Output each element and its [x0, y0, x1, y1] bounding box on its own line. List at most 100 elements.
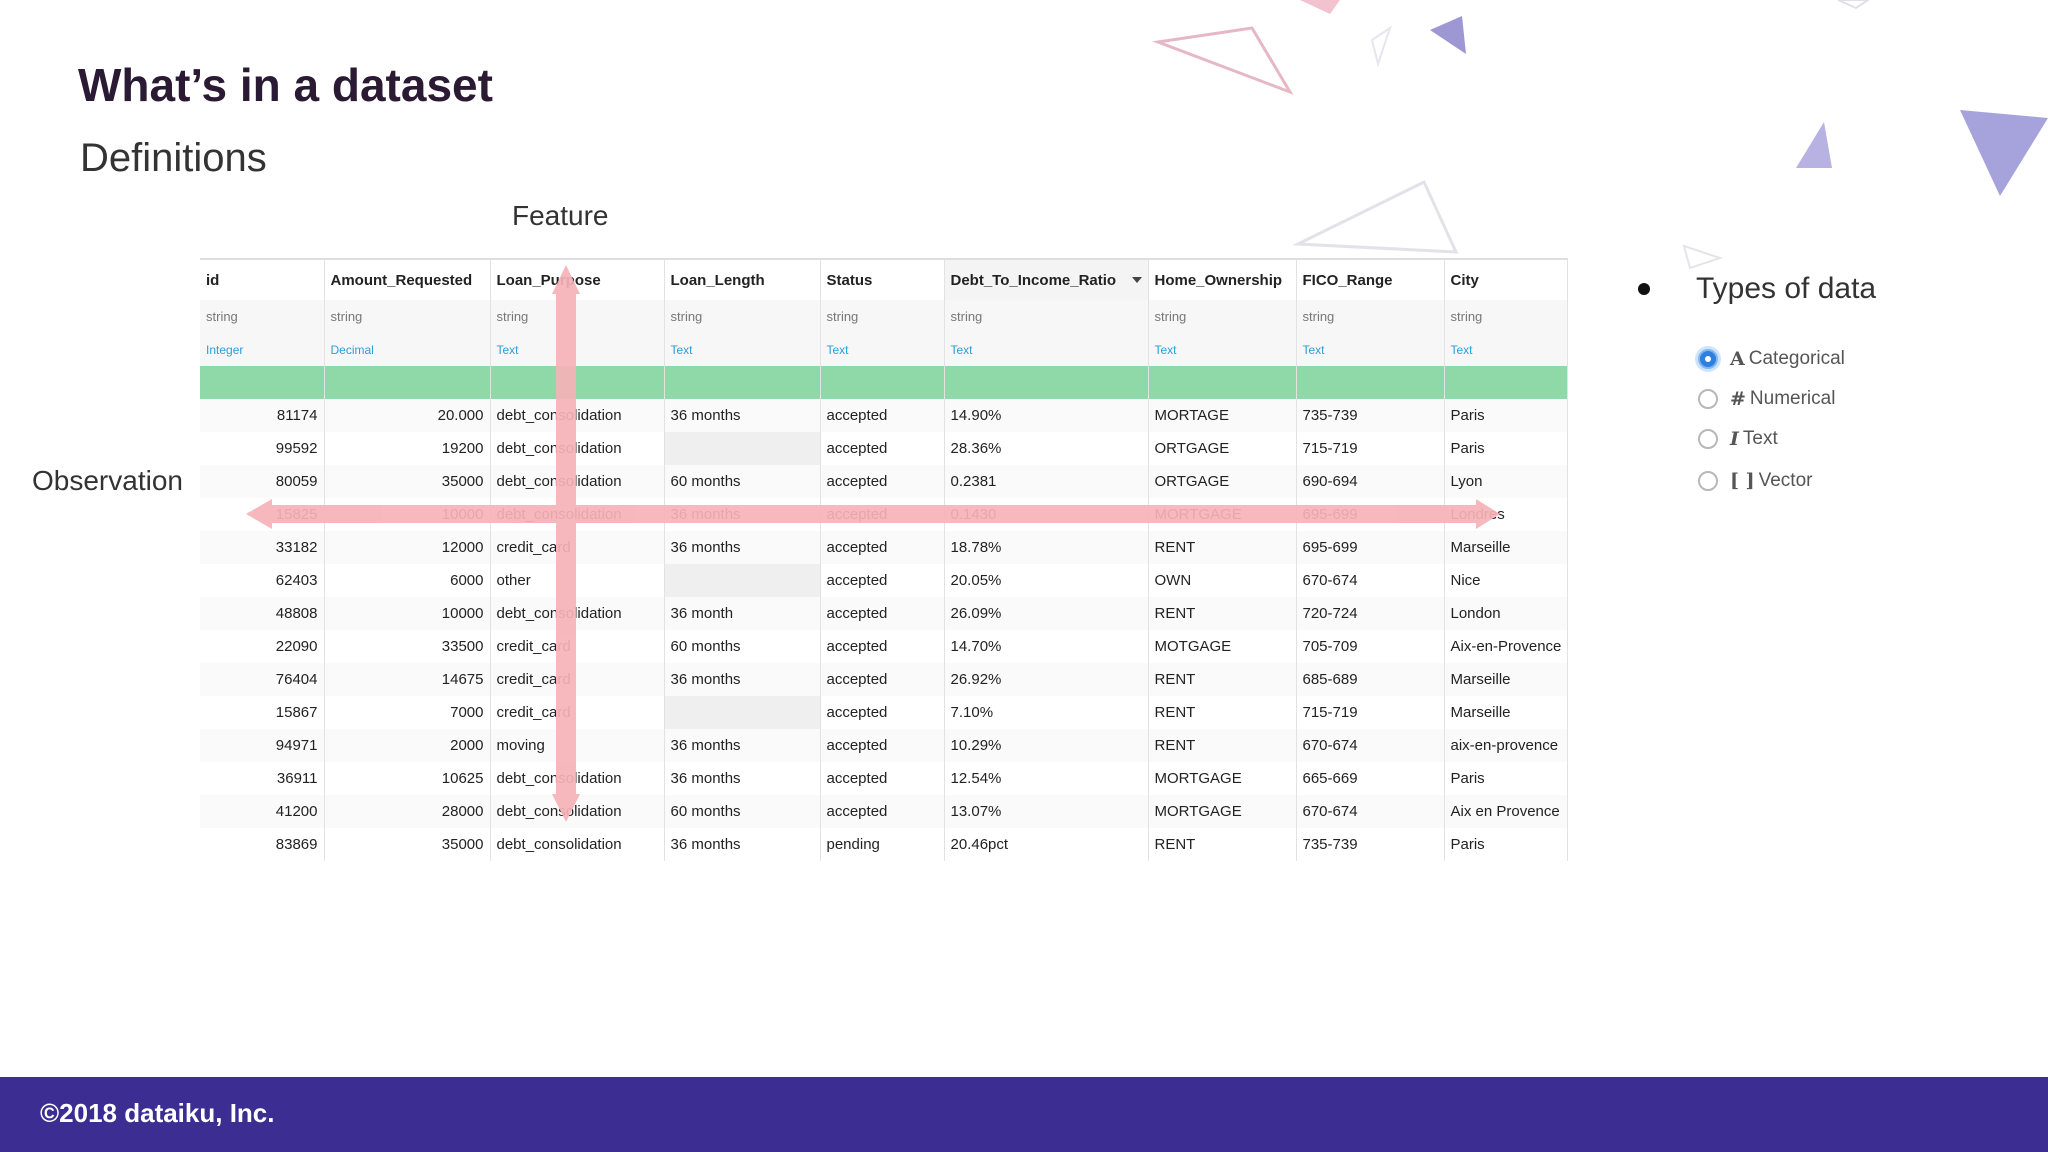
table-row[interactable]: 94971 2000 moving 36 months accepted 10.29% RE…	[200, 729, 1568, 762]
meaning-type[interactable]: Text	[664, 333, 821, 366]
types-heading: Types of data	[1696, 272, 1877, 305]
bullet-icon	[1638, 283, 1650, 295]
radio-selected-icon[interactable]	[1698, 349, 1718, 369]
table-row[interactable]: 81174 20.000 debt_consolidation 36 months ac…	[200, 399, 1568, 432]
table-cell: 36 months	[664, 498, 821, 531]
table-cell: 33182	[200, 531, 325, 564]
radio-icon[interactable]	[1698, 471, 1718, 491]
table-cell: 2000	[324, 729, 491, 762]
table-cell: RENT	[1148, 597, 1297, 630]
table-row[interactable]: 15825 10000 debt_consolidation 36 months acc…	[200, 498, 1568, 531]
table-cell: 20.05%	[944, 564, 1149, 597]
table-cell	[664, 696, 821, 729]
table-cell: MORTGAGE	[1148, 498, 1297, 531]
table-cell: other	[490, 564, 665, 597]
table-row[interactable]: 99592 19200 debt_consolidation accepted 28.3…	[200, 432, 1568, 465]
meaning-type[interactable]: Text	[1148, 333, 1297, 366]
table-row[interactable]: 41200 28000 debt_consolidation 60 months acc…	[200, 795, 1568, 828]
storage-type: string	[1296, 300, 1445, 333]
table-cell: debt_consolidation	[490, 465, 665, 498]
storage-type: string	[490, 300, 665, 333]
storage-type: string	[944, 300, 1149, 333]
table-cell: 7000	[324, 696, 491, 729]
table-cell: 13.07%	[944, 795, 1149, 828]
storage-type: string	[324, 300, 491, 333]
type-option-categorical[interactable]: A Categorical	[1698, 348, 1845, 370]
dataset-table: id Amount_Requested Loan_Purpose Loan_Le…	[200, 258, 1568, 861]
slide-subtitle: Definitions	[80, 136, 267, 180]
table-cell: 695-699	[1296, 498, 1445, 531]
table-cell: 26.92%	[944, 663, 1149, 696]
storage-type: string	[820, 300, 945, 333]
table-cell: accepted	[820, 696, 945, 729]
table-row[interactable]: 48808 10000 debt_consolidation 36 month acce…	[200, 597, 1568, 630]
table-row[interactable]: 76404 14675 credit_card 36 months accepted 26…	[200, 663, 1568, 696]
column-header[interactable]: Status	[820, 258, 945, 300]
column-header[interactable]: Loan_Purpose	[490, 258, 665, 300]
column-header[interactable]: Loan_Length	[664, 258, 821, 300]
meaning-type[interactable]: Text	[944, 333, 1149, 366]
column-header[interactable]: Debt_To_Income_Ratio	[944, 258, 1149, 300]
table-cell: 99592	[200, 432, 325, 465]
column-header[interactable]: FICO_Range	[1296, 258, 1445, 300]
chevron-down-icon[interactable]	[1131, 277, 1142, 283]
table-cell: 18.78%	[944, 531, 1149, 564]
table-row[interactable]: 36911 10625 debt_consolidation 36 months acc…	[200, 762, 1568, 795]
column-header[interactable]: City	[1444, 258, 1568, 300]
table-cell: credit_card	[490, 630, 665, 663]
table-cell: credit_card	[490, 531, 665, 564]
column-header[interactable]: Home_Ownership	[1148, 258, 1297, 300]
column-header[interactable]: Amount_Requested	[324, 258, 491, 300]
table-cell: 76404	[200, 663, 325, 696]
italic-i-icon: I	[1730, 428, 1739, 450]
table-cell: 10000	[324, 498, 491, 531]
table-cell: RENT	[1148, 696, 1297, 729]
table-cell: 28000	[324, 795, 491, 828]
footer-bar: ©2018 dataiku, Inc.	[0, 1077, 2048, 1152]
table-cell: 36 months	[664, 828, 821, 861]
meaning-type[interactable]: Text	[1296, 333, 1445, 366]
table-row[interactable]: 22090 33500 credit_card 60 months accepted 14…	[200, 630, 1568, 663]
table-cell: accepted	[820, 762, 945, 795]
table-cell: 36 months	[664, 663, 821, 696]
table-row[interactable]: 80059 35000 debt_consolidation 60 months acc…	[200, 465, 1568, 498]
table-cell: Aix-en-Provence	[1444, 630, 1568, 663]
type-option-vector[interactable]: [ ] Vector	[1698, 470, 1812, 492]
storage-type: string	[1444, 300, 1568, 333]
meaning-type[interactable]: Text	[490, 333, 665, 366]
table-cell: 80059	[200, 465, 325, 498]
table-row[interactable]: 15867 7000 credit_card accepted 7.10% RENT 715…	[200, 696, 1568, 729]
table-cell: 60 months	[664, 795, 821, 828]
table-cell: aix-en-provence	[1444, 729, 1568, 762]
type-option-text[interactable]: I Text	[1698, 428, 1778, 450]
table-cell: 690-694	[1296, 465, 1445, 498]
meaning-type[interactable]: Integer	[200, 333, 325, 366]
table-row[interactable]: 83869 35000 debt_consolidation 36 months pen…	[200, 828, 1568, 861]
table-cell: Marseille	[1444, 531, 1568, 564]
table-row[interactable]: 62403 6000 other accepted 20.05% OWN 670-674 Ni…	[200, 564, 1568, 597]
table-cell: accepted	[820, 531, 945, 564]
meaning-type[interactable]: Decimal	[324, 333, 491, 366]
table-cell: 705-709	[1296, 630, 1445, 663]
table-cell: 35000	[324, 828, 491, 861]
table-cell: Aix en Provence	[1444, 795, 1568, 828]
storage-type: string	[200, 300, 325, 333]
table-cell: accepted	[820, 399, 945, 432]
table-cell: debt_consolidation	[490, 828, 665, 861]
table-cell: 36 month	[664, 597, 821, 630]
radio-icon[interactable]	[1698, 429, 1718, 449]
table-cell: 41200	[200, 795, 325, 828]
radio-icon[interactable]	[1698, 389, 1718, 409]
table-cell: 715-719	[1296, 696, 1445, 729]
table-row[interactable]: 33182 12000 credit_card 36 months accepted 18…	[200, 531, 1568, 564]
column-header[interactable]: id	[200, 258, 325, 300]
type-option-numerical[interactable]: # Numerical	[1698, 388, 1835, 410]
meaning-type[interactable]: Text	[1444, 333, 1568, 366]
table-cell: RENT	[1148, 729, 1297, 762]
table-cell: credit_card	[490, 696, 665, 729]
table-cell: MORTAGE	[1148, 399, 1297, 432]
meaning-type[interactable]: Text	[820, 333, 945, 366]
table-cell: Paris	[1444, 762, 1568, 795]
table-cell: 6000	[324, 564, 491, 597]
storage-type: string	[1148, 300, 1297, 333]
